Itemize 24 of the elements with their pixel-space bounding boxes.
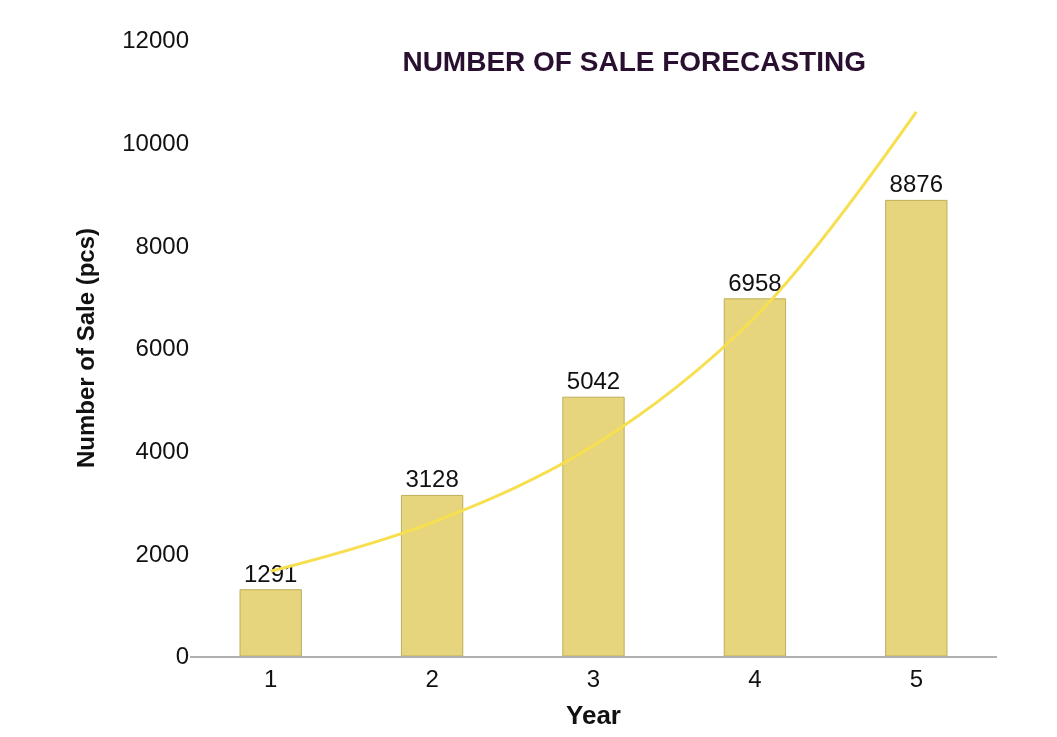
- bar: [562, 396, 625, 656]
- data-label: 6958: [728, 268, 782, 296]
- bar: [239, 589, 302, 656]
- x-tick-label: 5: [909, 664, 923, 692]
- x-tick-label: 1: [264, 664, 278, 692]
- y-tick-label: 4000: [135, 437, 189, 465]
- y-tick-label: 10000: [122, 129, 189, 157]
- y-tick-label: 0: [175, 642, 189, 670]
- y-tick-label: 12000: [122, 26, 189, 54]
- x-tick-label: 3: [586, 664, 601, 692]
- x-tick-label: 2: [425, 664, 439, 692]
- x-axis-title: Year: [566, 700, 621, 730]
- y-tick-label: 6000: [135, 334, 189, 362]
- y-axis-title: Number of Sale (pcs): [72, 227, 100, 469]
- bar: [885, 199, 948, 656]
- bar: [400, 494, 464, 656]
- y-tick-label: 8000: [135, 231, 189, 259]
- bar: [723, 298, 787, 656]
- y-tick-label: 2000: [135, 539, 189, 567]
- data-label: 3128: [405, 465, 459, 493]
- chart-title: NUMBER OF SALE FORECASTING: [402, 46, 866, 78]
- x-tick-label: 4: [748, 664, 762, 692]
- data-label: 8876: [889, 170, 943, 198]
- data-label: 5042: [566, 367, 621, 395]
